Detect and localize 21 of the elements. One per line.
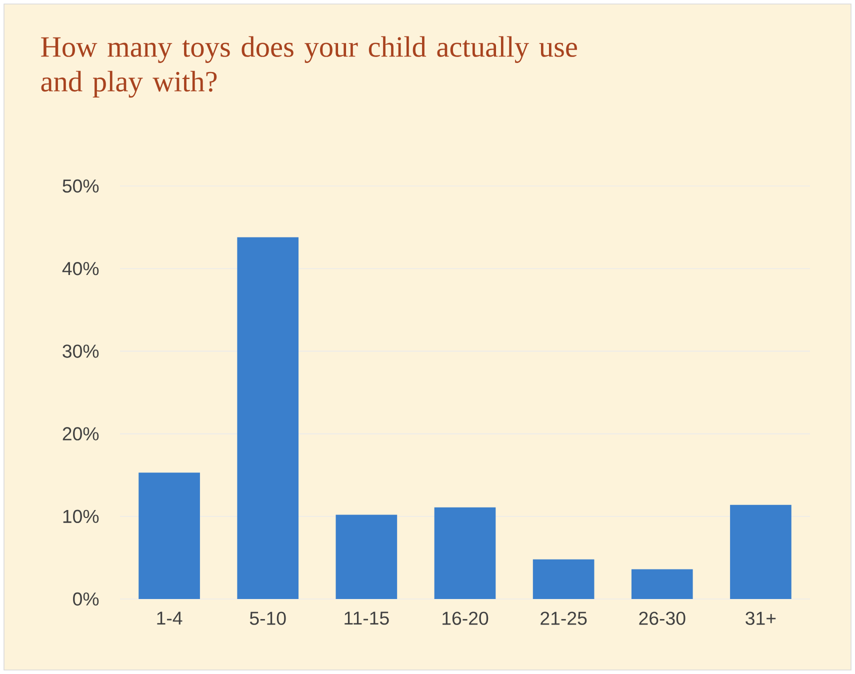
- x-tick-label: 31+: [746, 612, 776, 625]
- bar: [434, 507, 496, 599]
- y-tick-label: 50%: [62, 179, 99, 193]
- bar: [237, 237, 299, 599]
- bar: [631, 569, 693, 599]
- x-tick-label: 16-20: [442, 612, 488, 625]
- y-tick-label: 10%: [63, 510, 99, 524]
- bar: [336, 514, 398, 599]
- x-tick-label: 11-15: [344, 612, 389, 625]
- chart-title: How many toys does your child actually use and play with?: [41, 36, 577, 98]
- bar: [730, 504, 792, 599]
- y-tick-label: 0%: [73, 592, 99, 606]
- bar: [138, 472, 200, 599]
- x-tick-label: 21-25: [540, 612, 587, 625]
- bar: [532, 559, 594, 599]
- x-tick-label: 26-30: [639, 612, 686, 625]
- x-tick-label: 1-4: [157, 612, 182, 625]
- y-tick-label: 40%: [62, 262, 99, 276]
- y-tick-label: 20%: [62, 427, 99, 440]
- x-tick-label: 5-10: [250, 612, 286, 625]
- y-tick-label: 30%: [62, 344, 99, 358]
